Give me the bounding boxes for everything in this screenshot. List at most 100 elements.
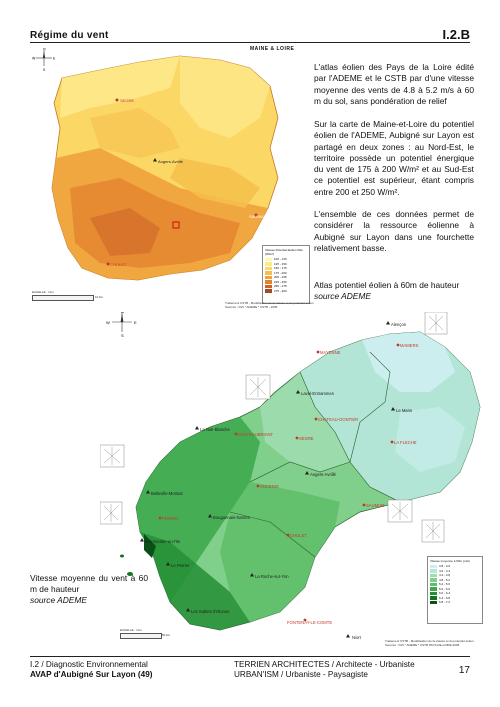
bottom-legend-label: 6.0 - 6.4 bbox=[439, 591, 451, 596]
top-map-svg: N W E S SEGRE Angers-Avrillé SAUMUR CHOL… bbox=[32, 48, 279, 281]
bottom-label-chateaubriant: CHATEAUBRIANT bbox=[238, 432, 273, 437]
bottom-label-niort: Niort bbox=[352, 635, 362, 640]
bottom-legend-item: 5.6 - 6.0 bbox=[430, 587, 480, 592]
footer-divider bbox=[30, 656, 470, 657]
bottom-map-legend: Vitesse moyenne à 60m (m/s) 3.8 - 4.0 4.0… bbox=[427, 556, 483, 624]
top-legend-swatch bbox=[265, 289, 272, 293]
bottom-label-pornic: PORNIC bbox=[162, 516, 178, 521]
caption-top-text: Atlas potentiel éolien à 60m de hauteur bbox=[314, 280, 460, 290]
bottom-label-le-perrier: Le Perrier bbox=[171, 563, 190, 568]
top-label-segre: SEGRE bbox=[120, 98, 134, 103]
bottom-legend-swatch bbox=[430, 591, 437, 595]
top-map-title: MAINE & LOIRE bbox=[250, 46, 295, 52]
compass2-e: E bbox=[134, 320, 137, 325]
compass2-n: N bbox=[121, 312, 124, 314]
compass-w: W bbox=[32, 57, 36, 61]
bottom-legend-swatch bbox=[430, 587, 437, 591]
top-legend-item: 200 - 225 bbox=[265, 275, 307, 280]
bottom-legend-item: 4.4 - 4.8 bbox=[430, 573, 480, 578]
caption-top-map: Atlas potentiel éolien à 60m de hauteur … bbox=[314, 280, 474, 302]
bottom-label-cholet: CHOLET bbox=[290, 533, 307, 538]
bottom-legend-label: 3.8 - 4.0 bbox=[439, 564, 451, 569]
compass2-w: W bbox=[106, 320, 110, 325]
bottom-label-saumur: SAUMUR bbox=[366, 503, 384, 508]
bottom-legend-swatch bbox=[430, 569, 437, 573]
top-legend-item: 225 - 250 bbox=[265, 280, 307, 285]
bottom-legend-item: 4.0 - 4.4 bbox=[430, 569, 480, 574]
compass-e: E bbox=[53, 57, 56, 61]
bottom-legend-item: 4.8 - 5.2 bbox=[430, 578, 480, 583]
top-legend-label: 175 - 200 bbox=[274, 270, 287, 275]
bottom-legend-label: 5.2 - 5.6 bbox=[439, 582, 451, 587]
top-legend-item: 275 - 300 bbox=[265, 289, 307, 294]
bottom-scale-value: 50 km bbox=[162, 633, 171, 637]
bottom-scale-label: ECHELLE : 1cm bbox=[120, 628, 142, 632]
header-divider bbox=[30, 42, 470, 43]
bottom-label-segre: SEGRE bbox=[299, 436, 314, 441]
footer-project: AVAP d'Aubigné Sur Layon (49) bbox=[30, 670, 153, 679]
paragraph-2: Sur la carte de Maine-et-Loire du potent… bbox=[314, 119, 474, 197]
top-legend-swatch bbox=[265, 271, 272, 275]
top-label-cholet: CHOLET bbox=[110, 262, 127, 267]
top-legend-label: 275 - 300 bbox=[274, 288, 287, 293]
bottom-map-credit: Traitement CSTB - Modélisation de la vit… bbox=[385, 639, 474, 647]
bottom-label-mamers: MAMERS bbox=[400, 343, 419, 348]
bottom-map-svg: N W E S Alençon MAMERS MAYENNE Laval-Ent… bbox=[100, 312, 481, 640]
compass-rose-icon-2: N W E S bbox=[106, 312, 137, 338]
top-legend-label: 125 - 150 bbox=[274, 261, 287, 266]
top-map-legend: Vitesse Potentiel Eolien 60m (W/m²) 100 … bbox=[262, 245, 310, 304]
caption-top-source: source ADEME bbox=[314, 291, 371, 301]
bottom-legend-label: 4.4 - 4.8 bbox=[439, 573, 451, 578]
caption-bottom-text: Vitesse moyenne du vent à 60 m de hauteu… bbox=[30, 573, 148, 594]
bottom-legend-swatch bbox=[430, 573, 437, 577]
top-legend-title: Vitesse Potentiel Eolien 60m (W/m²) bbox=[265, 248, 304, 256]
compass2-s: S bbox=[121, 333, 124, 338]
top-legend-item: 125 - 150 bbox=[265, 262, 307, 267]
section-code: I.2.B bbox=[442, 27, 470, 42]
bottom-label-belleville: Belleville-Montoir bbox=[151, 491, 183, 496]
top-legend-label: 225 - 250 bbox=[274, 279, 287, 284]
bottom-legend-label: 4.0 - 4.4 bbox=[439, 568, 451, 573]
top-legend-swatch bbox=[265, 257, 272, 261]
bottom-label-bouguenais: Bouguenais-Nantes bbox=[213, 515, 250, 520]
footer-left: I.2 / Diagnostic Environnemental AVAP d'… bbox=[30, 660, 153, 680]
top-legend-item: 175 - 200 bbox=[265, 271, 307, 276]
footer-credits: TERRIEN ARCHITECTES / Architecte - Urban… bbox=[234, 660, 415, 680]
bottom-legend-swatch bbox=[430, 582, 437, 586]
page-number: 17 bbox=[458, 665, 470, 676]
top-map-credit: Traitement CSTB - Modélisation de la vit… bbox=[225, 301, 314, 309]
bottom-legend-title: Vitesse moyenne à 60m (m/s) bbox=[430, 559, 470, 563]
top-legend-swatch bbox=[265, 275, 272, 279]
bottom-label-fontenay: FONTENAY-LE-COMTE bbox=[287, 620, 332, 625]
bottom-label-ancenis: ANCENIS bbox=[260, 484, 279, 489]
bottom-legend-item: 3.8 - 4.0 bbox=[430, 564, 480, 569]
bottom-scale-bar bbox=[120, 633, 162, 639]
bottom-legend-swatch bbox=[430, 578, 437, 582]
top-legend-label: 100 - 125 bbox=[274, 257, 287, 262]
bottom-label-le-mans: Le Mans bbox=[396, 408, 412, 413]
paragraph-1: L'atlas éolien des Pays de la Loire édit… bbox=[314, 62, 474, 106]
bottom-label-mayenne: MAYENNE bbox=[320, 350, 341, 355]
caption-bottom-map: Vitesse moyenne du vent à 60 m de hauteu… bbox=[30, 573, 148, 606]
bottom-legend-swatch bbox=[430, 596, 437, 600]
bottom-legend-item: 6.0 - 6.4 bbox=[430, 591, 480, 596]
top-legend-swatch bbox=[265, 280, 272, 284]
bottom-label-laval: Laval-Entrammes bbox=[301, 391, 334, 396]
top-legend-label: 200 - 225 bbox=[274, 275, 287, 280]
paragraph-3: L'ensemble de ces données permet de cons… bbox=[314, 209, 474, 253]
top-legend-swatch bbox=[265, 262, 272, 266]
top-label-angers: Angers-Avrillé bbox=[158, 159, 184, 164]
bottom-legend-swatch bbox=[430, 564, 437, 568]
top-legend-swatch bbox=[265, 284, 272, 288]
bottom-label-angers: Angers-Avrillé bbox=[310, 472, 337, 477]
bottom-label-les-sables: Les Sables d'Olonne bbox=[191, 609, 230, 614]
section-title: Régime du vent bbox=[30, 30, 109, 41]
top-label-saumur: SAUMUR bbox=[249, 214, 266, 219]
top-scale-label: ECHELLE : 1cm bbox=[32, 290, 54, 294]
bottom-label-alencon: Alençon bbox=[391, 322, 407, 327]
footer-section: I.2 / Diagnostic Environnemental bbox=[30, 660, 148, 669]
bottom-label-la-fleche: LA FLECHE bbox=[394, 440, 417, 445]
aubigne-marker bbox=[172, 221, 180, 229]
top-legend-label: 250 - 275 bbox=[274, 284, 287, 289]
bottom-label-chateau-gontier: CHATEAU-GONTIER bbox=[318, 417, 358, 422]
